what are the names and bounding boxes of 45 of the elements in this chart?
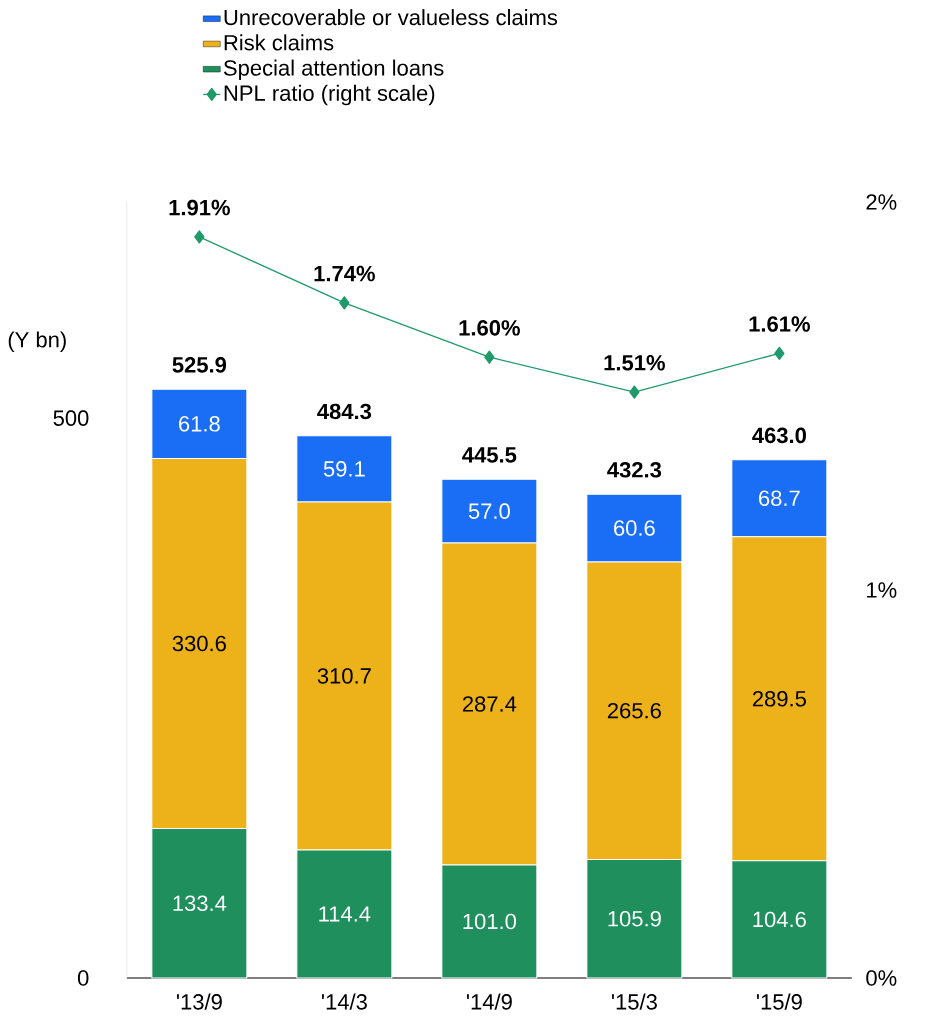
total-label: 463.0 bbox=[751, 427, 806, 444]
data-label: 287.4 bbox=[462, 696, 517, 712]
data-label: 289.5 bbox=[752, 690, 806, 707]
legend-label: Unrecoverable or valueless claims bbox=[224, 9, 557, 26]
x-tick-label: '14/9 bbox=[466, 993, 512, 1010]
data-label: 1.60% bbox=[459, 320, 520, 336]
x-tick-label: '15/9 bbox=[756, 993, 802, 1010]
total-label: 525.9 bbox=[172, 357, 226, 373]
data-label: 265.6 bbox=[607, 702, 661, 719]
y-axis-title: (Y bn) bbox=[8, 331, 66, 352]
total-label: 432.3 bbox=[606, 461, 661, 478]
total-label: 484.3 bbox=[316, 403, 371, 420]
data-label: 59.1 bbox=[323, 461, 365, 477]
total-label: 445.5 bbox=[461, 447, 517, 463]
x-tick-label: '15/3 bbox=[611, 993, 657, 1010]
data-label: 61.8 bbox=[178, 416, 220, 432]
point bbox=[629, 385, 640, 399]
x-tick-label: '14/3 bbox=[321, 993, 367, 1010]
data-label: 101.0 bbox=[463, 913, 516, 930]
y2-tick-label: 2% bbox=[866, 194, 897, 210]
data-label: 104.6 bbox=[753, 911, 806, 928]
data-label: 114.4 bbox=[319, 906, 371, 922]
point bbox=[194, 230, 205, 244]
y2-tick-label: 0% bbox=[866, 970, 897, 986]
data-label: 1.51% bbox=[604, 355, 665, 371]
point bbox=[339, 296, 350, 310]
legend-label: Special attention loans bbox=[223, 59, 444, 81]
data-label: 60.6 bbox=[613, 520, 655, 536]
data-label: 105.9 bbox=[608, 910, 661, 927]
y-tick-label: 0 bbox=[77, 970, 89, 986]
point bbox=[484, 350, 495, 364]
data-label: 57.0 bbox=[468, 503, 510, 519]
data-label: 1.91% bbox=[169, 199, 230, 216]
point bbox=[774, 346, 785, 360]
legend-label: NPL ratio (right scale) bbox=[224, 84, 435, 106]
data-label: 310.7 bbox=[317, 668, 371, 684]
data-label: 1.61% bbox=[749, 316, 810, 332]
legend-label: Risk claims bbox=[224, 34, 334, 51]
y-tick-label: 500 bbox=[53, 410, 89, 426]
data-label: 1.74% bbox=[314, 265, 375, 282]
data-label: 133.4 bbox=[173, 895, 227, 912]
x-tick-label: '13/9 bbox=[176, 993, 222, 1010]
y2-tick-label: 1% bbox=[866, 582, 897, 598]
data-label: 330.6 bbox=[172, 635, 226, 652]
data-label: 68.7 bbox=[758, 490, 800, 507]
